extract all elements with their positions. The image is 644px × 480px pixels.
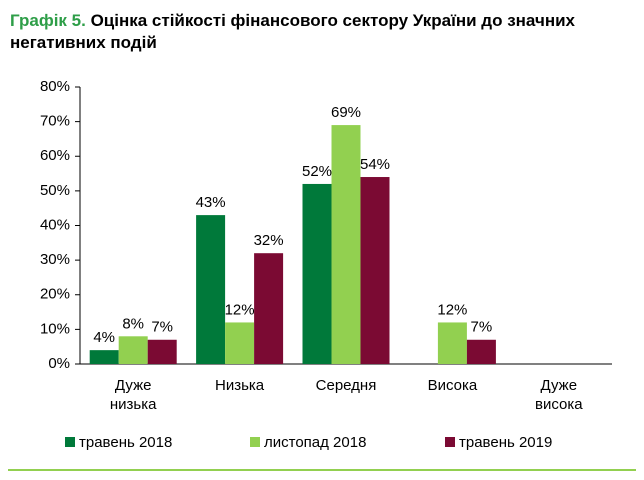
value-label: 12% — [225, 301, 255, 318]
value-label: 52% — [302, 163, 332, 180]
chart-title: Оцінка стійкості фінансового сектору Укр… — [10, 11, 575, 52]
y-tick-label: 50% — [40, 182, 70, 199]
bar — [225, 322, 255, 364]
bar — [302, 183, 332, 364]
y-tick-label: 20% — [40, 286, 70, 303]
value-label: 54% — [360, 156, 390, 173]
y-tick-label: 70% — [40, 113, 70, 130]
legend-swatch — [445, 437, 455, 447]
title-block: Графік 5. Оцінка стійкості фінансового с… — [10, 10, 610, 54]
value-label: 7% — [471, 319, 493, 336]
legend-swatch — [65, 437, 75, 447]
y-tick-label: 80% — [40, 78, 70, 95]
y-tick-label: 40% — [40, 216, 70, 233]
bar — [254, 253, 284, 364]
figure-label: Графік 5. — [10, 11, 86, 30]
bar — [147, 339, 177, 364]
bar — [196, 215, 226, 364]
x-tick-label: Дуже низька — [109, 377, 157, 413]
x-tick-label: Дуже висока — [535, 377, 583, 413]
value-label: 32% — [254, 232, 284, 249]
bar — [118, 336, 148, 364]
legend-label: травень 2018 — [79, 434, 172, 451]
x-tick-label: Висока — [427, 377, 478, 394]
x-tick-label: Середня — [315, 377, 377, 394]
x-tick-label: Низька — [215, 377, 265, 394]
value-label: 7% — [151, 319, 173, 336]
value-label: 69% — [331, 104, 361, 121]
bar — [360, 177, 390, 364]
legend-label: травень 2019 — [459, 434, 552, 451]
bar — [331, 125, 361, 365]
y-tick-label: 60% — [40, 147, 70, 164]
legend-label: листопад 2018 — [264, 434, 366, 451]
value-label: 12% — [437, 301, 467, 318]
bar — [89, 350, 119, 364]
y-tick-label: 0% — [48, 355, 70, 372]
bar — [437, 322, 467, 364]
value-label: 4% — [93, 329, 115, 346]
y-tick-label: 30% — [40, 251, 70, 268]
bar — [466, 339, 496, 364]
y-tick-label: 10% — [40, 320, 70, 337]
legend-swatch — [250, 437, 260, 447]
value-label: 43% — [196, 194, 226, 211]
value-label: 8% — [122, 315, 144, 332]
